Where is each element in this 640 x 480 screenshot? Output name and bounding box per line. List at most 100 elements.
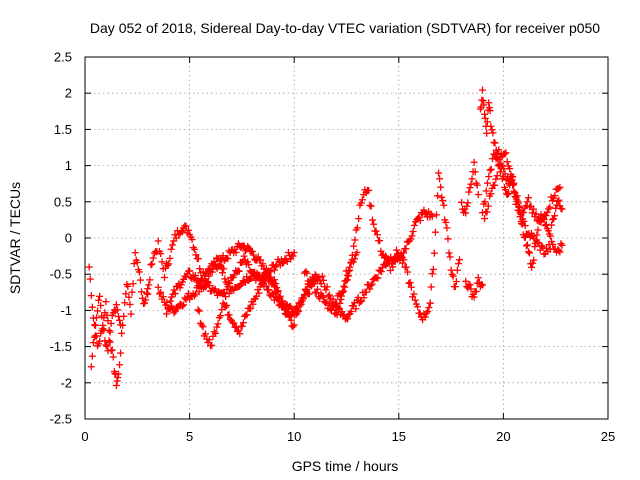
data-point-track-5 (274, 288, 282, 296)
data-point-track-7 (355, 215, 363, 223)
data-point-track-2 (94, 307, 102, 315)
data-point-track-12 (556, 248, 564, 256)
data-point-track-5 (329, 295, 337, 303)
data-point-track-13 (507, 171, 515, 179)
data-point-track-4 (262, 264, 270, 272)
data-point-track-3 (158, 258, 166, 266)
data-point-track-2 (96, 292, 104, 300)
data-point-track-11 (526, 249, 534, 257)
data-point-track-4 (159, 293, 167, 301)
data-point-track-10 (464, 199, 472, 207)
data-point-track-13 (551, 192, 559, 200)
data-point-track-8 (396, 252, 404, 260)
data-point-track-7 (365, 186, 373, 194)
data-point-track-8 (422, 309, 430, 317)
data-point-track-6 (166, 297, 174, 305)
data-point-track-3 (270, 266, 278, 274)
data-point-track-6 (191, 272, 199, 280)
data-point-track-5 (322, 286, 330, 294)
data-point-track-7 (302, 268, 310, 276)
data-point-track-6 (176, 284, 184, 292)
data-point-track-1 (124, 282, 132, 290)
data-point-track-8 (352, 305, 360, 313)
data-point-track-5 (255, 289, 263, 297)
data-point-track-8 (362, 288, 370, 296)
data-point-track-5 (266, 275, 274, 283)
data-point-track-3 (182, 222, 190, 230)
data-point-track-10 (467, 180, 475, 188)
data-point-track-8 (411, 296, 419, 304)
data-point-track-6 (202, 283, 210, 291)
data-point-track-6 (268, 289, 276, 297)
data-point-track-9 (443, 224, 451, 232)
data-point-track-11 (504, 190, 512, 198)
x-tick-label: 20 (496, 429, 510, 444)
data-point-track-2 (98, 312, 106, 320)
data-point-track-3 (196, 265, 204, 273)
data-point-track-7 (372, 227, 380, 235)
data-point-track-6 (163, 310, 171, 318)
data-point-track-6 (170, 286, 178, 294)
data-point-track-4 (256, 256, 264, 264)
data-point-track-7 (306, 276, 314, 284)
data-point-track-9 (455, 256, 463, 264)
data-point-track-12 (481, 198, 489, 206)
data-point-track-6 (255, 271, 263, 279)
data-point-track-3 (148, 260, 156, 268)
data-point-track-9 (430, 249, 438, 257)
data-point-track-9 (436, 175, 444, 183)
data-point-track-5 (236, 330, 244, 338)
data-point-track-5 (218, 306, 226, 314)
data-point-track-1 (139, 294, 147, 302)
data-point-track-11 (501, 186, 509, 194)
data-point-track-2 (100, 326, 108, 334)
data-point-track-11 (496, 168, 504, 176)
data-point-track-11 (558, 205, 566, 213)
data-point-track-4 (155, 290, 163, 298)
data-point-track-4 (192, 290, 200, 298)
data-point-track-12 (534, 238, 542, 246)
data-point-track-5 (267, 273, 275, 281)
data-point-track-5 (325, 291, 333, 299)
data-point-track-13 (481, 215, 489, 223)
y-tick-label: -2.5 (50, 412, 72, 427)
data-point-track-9 (429, 265, 437, 273)
data-point-track-1 (117, 349, 125, 357)
data-point-track-7 (389, 263, 397, 271)
data-point-track-2 (95, 296, 103, 304)
data-point-track-7 (347, 259, 355, 267)
data-point-track-7 (416, 216, 424, 224)
data-point-track-11 (485, 99, 493, 107)
data-point-track-13 (546, 203, 554, 211)
data-point-track-8 (407, 283, 415, 291)
data-point-track-3 (279, 259, 287, 267)
data-point-track-5 (195, 307, 203, 315)
data-point-track-4 (154, 283, 162, 291)
data-point-track-14 (472, 287, 480, 295)
data-point-track-14 (466, 281, 474, 289)
data-point-track-7 (376, 237, 384, 245)
data-point-track-13 (514, 199, 522, 207)
data-point-track-12 (555, 247, 563, 255)
data-point-track-2 (107, 320, 115, 328)
y-tick-label: 0.5 (54, 194, 72, 209)
data-point-track-7 (303, 269, 311, 277)
data-point-track-5 (247, 304, 255, 312)
data-point-track-12 (500, 165, 508, 173)
data-point-track-9 (440, 201, 448, 209)
data-point-track-9 (434, 192, 442, 200)
data-point-track-5 (214, 320, 222, 328)
data-point-track-12 (539, 243, 547, 251)
data-point-track-7 (341, 283, 349, 291)
data-point-track-12 (542, 244, 550, 252)
data-point-track-13 (492, 175, 500, 183)
data-point-track-2 (97, 301, 105, 309)
data-point-track-4 (239, 242, 247, 250)
data-point-track-13 (542, 212, 550, 220)
data-point-track-12 (549, 240, 557, 248)
data-point-track-7 (410, 221, 418, 229)
data-point-track-7 (370, 220, 378, 228)
data-point-track-1 (109, 353, 117, 361)
